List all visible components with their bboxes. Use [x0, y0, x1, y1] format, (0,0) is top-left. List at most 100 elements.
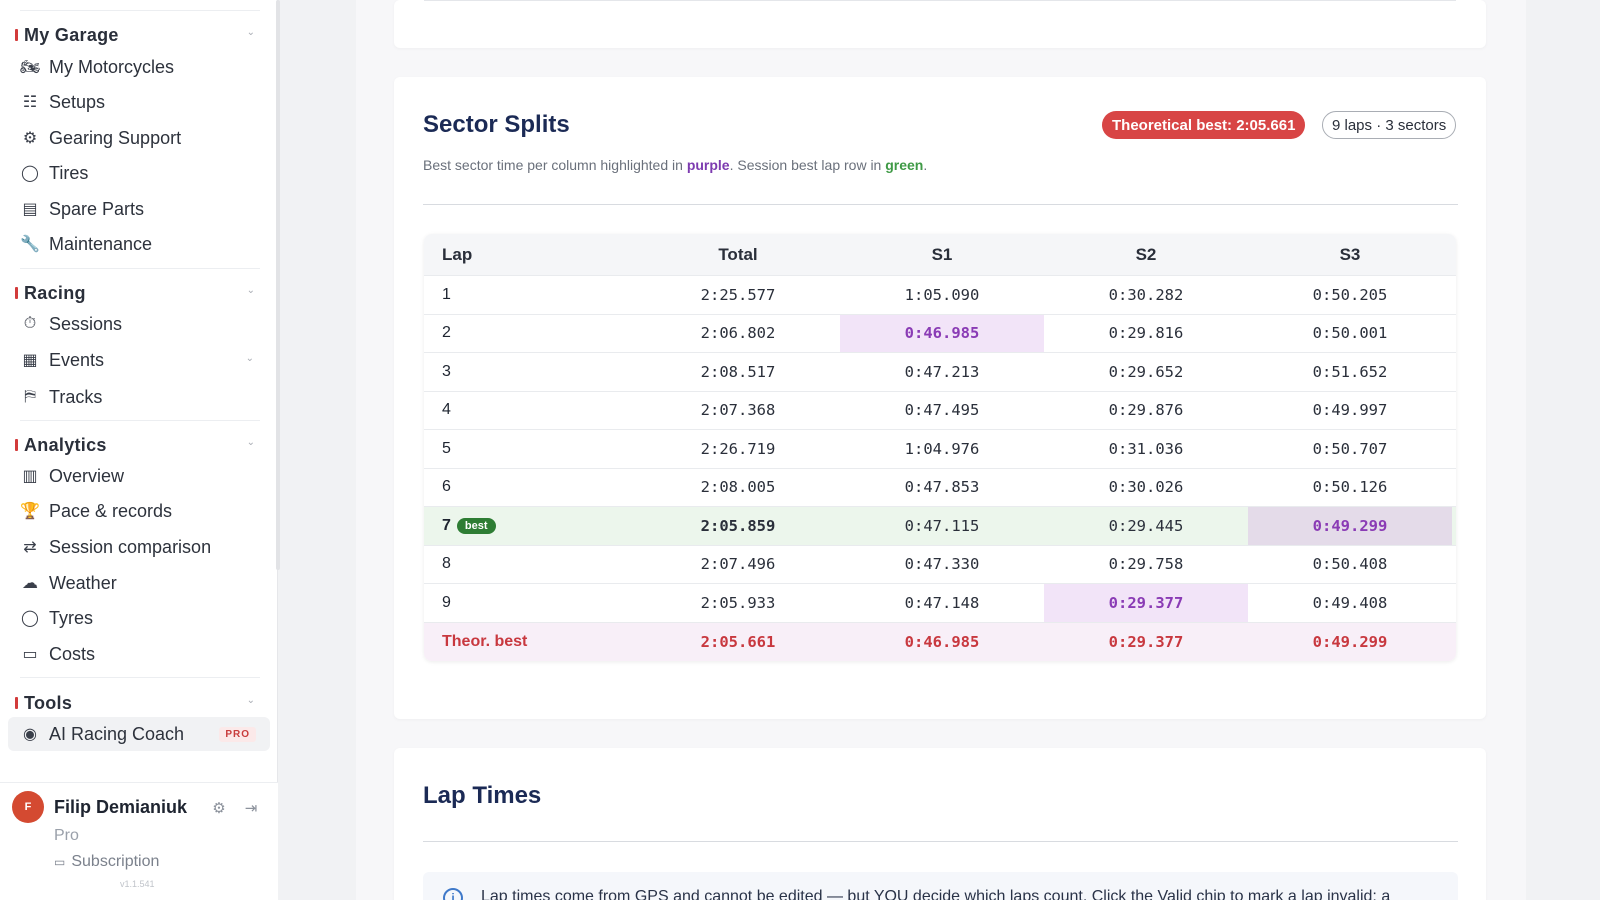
theoretical-best-row[interactable]: Theor. best 2:05.661 0:46.985 0:29.377 0:49.…	[424, 622, 1456, 662]
sidebar-item-label: Sessions	[49, 313, 123, 334]
sidebar-item-gearing-support[interactable]: ⚙ Gearing Support	[8, 121, 270, 155]
info-alert: i Lap times come from GPS and cannot be …	[423, 872, 1458, 900]
table-row[interactable]: 4 2:07.368 0:47.495 0:29.876 0:49.997	[424, 392, 1456, 430]
section-header-analytics[interactable]: Analytics ⌄	[15, 434, 265, 456]
cell-value: 0:50.126	[1312, 478, 1388, 497]
column-header-total[interactable]: Total	[718, 244, 758, 264]
subscription-link[interactable]: ▭ Subscription	[54, 853, 159, 871]
motorcycle-icon: 🏍	[19, 59, 41, 76]
sidebar-item-sessions[interactable]: ⏱ Sessions	[8, 307, 270, 341]
s3-cell: 0:50.408	[1248, 546, 1452, 584]
sidebar-item-setups[interactable]: ☷ Setups	[8, 85, 270, 119]
total-cell: 2:07.368	[636, 392, 840, 430]
sidebar-item-weather[interactable]: ☁ Weather	[8, 566, 270, 600]
avatar[interactable]: F	[12, 791, 44, 823]
section-header-racing[interactable]: Racing ⌄	[15, 282, 265, 304]
section-header-tools[interactable]: Tools ⌄	[15, 692, 265, 714]
chevron-down-icon[interactable]: ⌄	[246, 285, 255, 296]
sidebar-item-label: Spare Parts	[49, 198, 145, 219]
s1-cell: 0:47.495	[840, 392, 1044, 430]
table-row[interactable]: 5 2:26.719 1:04.976 0:31.036 0:50.707	[424, 430, 1456, 469]
sidebar-item-tyres[interactable]: ◯ Tyres	[8, 601, 270, 635]
sector-splits-card: Sector Splits Theoretical best: 2:05.661…	[394, 77, 1486, 719]
cloud-icon: ☁	[22, 575, 38, 592]
table-row[interactable]: 7 best 2:05.859 0:47.115 0:29.445 0:49.299	[424, 507, 1456, 546]
track-icon: ⛿	[24, 388, 36, 405]
cell-value: 0:46.985	[904, 324, 980, 343]
credit-card-icon: ▭	[22, 646, 38, 663]
chevron-down-icon[interactable]: ⌄	[246, 437, 255, 448]
sidebar-scrollbar[interactable]	[276, 0, 280, 570]
sidebar-item-session-comparison[interactable]: ⇄ Session comparison	[8, 530, 270, 564]
sidebar-divider	[20, 420, 260, 421]
table-row[interactable]: 2 2:06.802 0:46.985 0:29.816 0:50.001	[424, 314, 1456, 353]
table-header: Lap Total S1 S2 S3	[424, 234, 1456, 276]
wrench-icon: 🔧	[20, 236, 40, 253]
column-header-lap[interactable]: Lap	[442, 244, 473, 264]
lap-times-card: Lap Times i Lap times come from GPS and …	[394, 748, 1486, 900]
column-header-s2[interactable]: S2	[1135, 244, 1157, 264]
table-row[interactable]: 9 2:05.933 0:47.148 0:29.377 0:49.408	[424, 584, 1456, 623]
section-divider	[423, 841, 1458, 842]
total-cell: 2:07.496	[636, 546, 840, 584]
s3-cell: 0:50.126	[1248, 469, 1452, 507]
cell-value: 0:49.997	[1312, 401, 1388, 420]
sidebar-item-my-motorcycles[interactable]: 🏍 My Motorcycles	[8, 50, 270, 84]
cell-value: 8	[442, 555, 451, 573]
previous-card	[394, 0, 1486, 48]
table-row[interactable]: 3 2:08.517 0:47.213 0:29.652 0:51.652	[424, 353, 1456, 392]
section-marker	[15, 287, 18, 299]
s2-cell: 0:31.036	[1044, 430, 1248, 468]
s2-cell: 0:30.282	[1044, 276, 1248, 314]
subtitle-text: . Session best lap row in	[729, 157, 886, 173]
trophy-icon: 🏆	[20, 503, 40, 520]
sidebar-item-tires[interactable]: ◯ Tires	[8, 156, 270, 190]
user-name: Filip Demianiuk	[54, 797, 188, 817]
cell-value: 2:05.859	[700, 516, 776, 535]
subtitle-text: Best sector time per column highlighted …	[423, 157, 687, 173]
cell-value: 0:46.985	[904, 632, 980, 651]
sidebar-item-events[interactable]: ▦ Events ⌄	[8, 343, 270, 377]
logout-icon[interactable]: ⇥	[244, 800, 258, 817]
section-header-my-garage[interactable]: My Garage ⌄	[15, 24, 265, 46]
sidebar-item-tracks[interactable]: ⛿ Tracks	[8, 380, 270, 414]
cell-value: 0:47.495	[904, 401, 980, 420]
column-header-s1[interactable]: S1	[931, 244, 953, 264]
archive-icon: ▤	[22, 201, 38, 218]
chevron-down-icon[interactable]: ⌄	[246, 695, 255, 706]
sector-splits-title: Sector Splits	[423, 111, 570, 138]
s3-cell: 0:49.299	[1248, 623, 1452, 662]
sidebar-item-label: Maintenance	[49, 233, 153, 254]
s1-cell: 0:47.115	[840, 507, 1044, 545]
sidebar-item-overview[interactable]: ▥ Overview	[8, 459, 270, 493]
card-divider	[424, 0, 1456, 1]
chevron-down-icon[interactable]: ⌄	[245, 353, 254, 364]
cell-value: 2:05.933	[700, 593, 776, 612]
app-version: v1.1.541	[120, 879, 155, 889]
column-header-s3[interactable]: S3	[1339, 244, 1361, 264]
lap-cell: 7 best	[424, 507, 644, 545]
sidebar-item-costs[interactable]: ▭ Costs	[8, 637, 270, 671]
cell-value: 1:05.090	[904, 285, 980, 304]
cell-value: 0:30.282	[1108, 285, 1184, 304]
tyre-icon: ◯	[21, 610, 39, 627]
total-cell: 2:06.802	[636, 315, 840, 353]
table-row[interactable]: 8 2:07.496 0:47.330 0:29.758 0:50.408	[424, 546, 1456, 584]
credit-card-icon: ▭	[54, 855, 66, 869]
sector-splits-subtitle: Best sector time per column highlighted …	[423, 157, 927, 173]
cell-value: 2:08.005	[700, 478, 776, 497]
table-row[interactable]: 1 2:25.577 1:05.090 0:30.282 0:50.205	[424, 276, 1456, 315]
cell-value: 2:07.496	[700, 555, 776, 574]
table-row[interactable]: 6 2:08.005 0:47.853 0:30.026 0:50.126	[424, 469, 1456, 507]
sidebar-item-spare-parts[interactable]: ▤ Spare Parts	[8, 192, 270, 226]
cell-value: 0:50.205	[1312, 285, 1388, 304]
s3-cell: 0:49.408	[1248, 584, 1452, 622]
info-icon: i	[443, 888, 463, 900]
gear-icon[interactable]: ⚙	[212, 800, 226, 817]
s1-cell: 1:05.090	[840, 276, 1044, 314]
sidebar-item-maintenance[interactable]: 🔧 Maintenance	[8, 227, 270, 261]
total-cell: 2:08.517	[636, 353, 840, 391]
chevron-down-icon[interactable]: ⌄	[246, 27, 255, 38]
sidebar-item-ai-racing-coach[interactable]: ◉ AI Racing Coach PRO	[8, 717, 270, 751]
sidebar-item-pace-records[interactable]: 🏆 Pace & records	[8, 494, 270, 528]
